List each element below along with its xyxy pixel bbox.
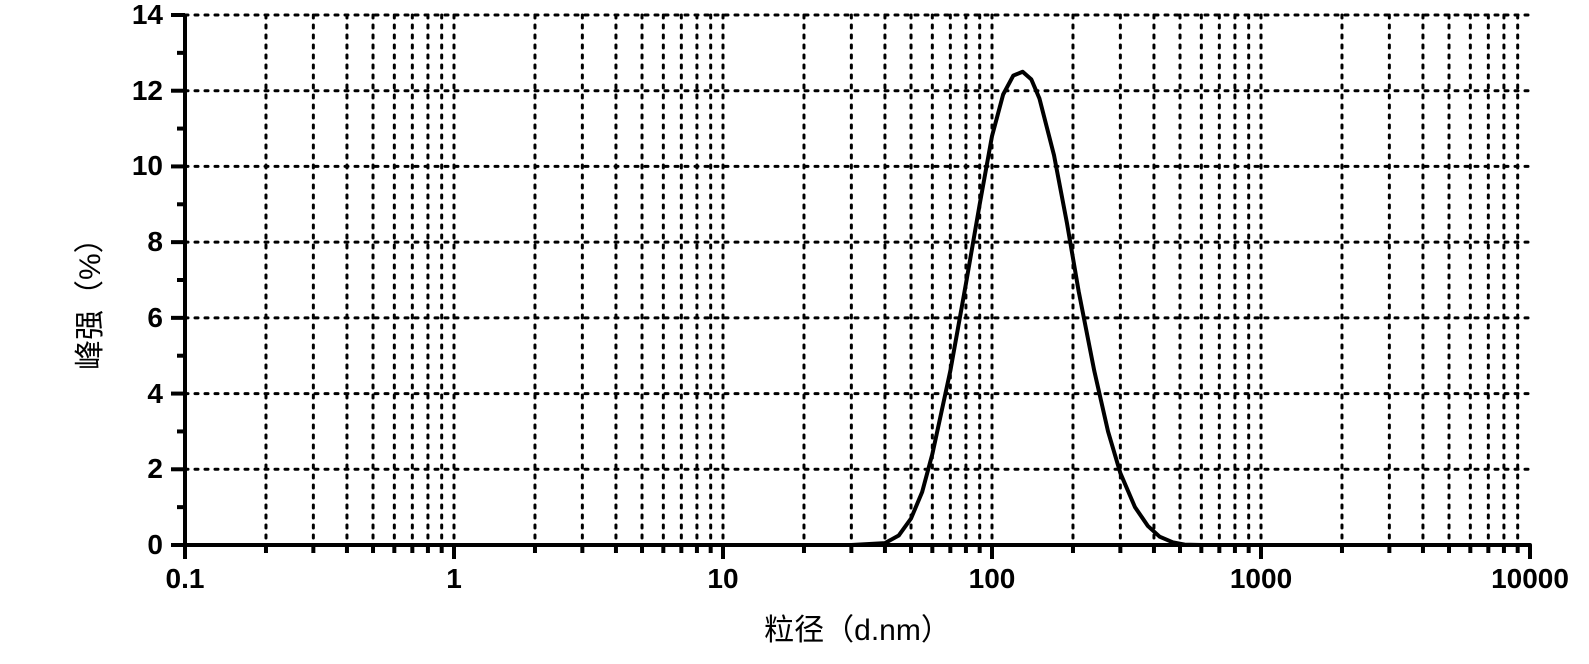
y-tick-label: 14 <box>132 0 163 31</box>
particle-size-chart: 峰强（%） 粒径（d.nm） 0.1 1 10 100 1000 10000 0 2 4 6 8 10… <box>0 0 1589 664</box>
x-tick-label: 10 <box>707 563 738 595</box>
y-tick-label: 12 <box>132 75 163 107</box>
y-tick-label: 4 <box>147 378 163 410</box>
x-tick-label: 10000 <box>1491 563 1569 595</box>
x-axis-label: 粒径（d.nm） <box>764 605 951 649</box>
y-tick-label: 2 <box>147 453 163 485</box>
x-tick-label: 0.1 <box>166 563 205 595</box>
y-tick-label: 0 <box>147 529 163 561</box>
x-tick-label: 100 <box>969 563 1016 595</box>
x-tick-label: 1 <box>446 563 462 595</box>
y-axis-label: 峰强（%） <box>65 223 109 370</box>
x-tick-label: 1000 <box>1230 563 1292 595</box>
y-tick-label: 8 <box>147 226 163 258</box>
y-tick-label: 6 <box>147 302 163 334</box>
chart-svg <box>0 0 1589 664</box>
y-tick-label: 10 <box>132 150 163 182</box>
